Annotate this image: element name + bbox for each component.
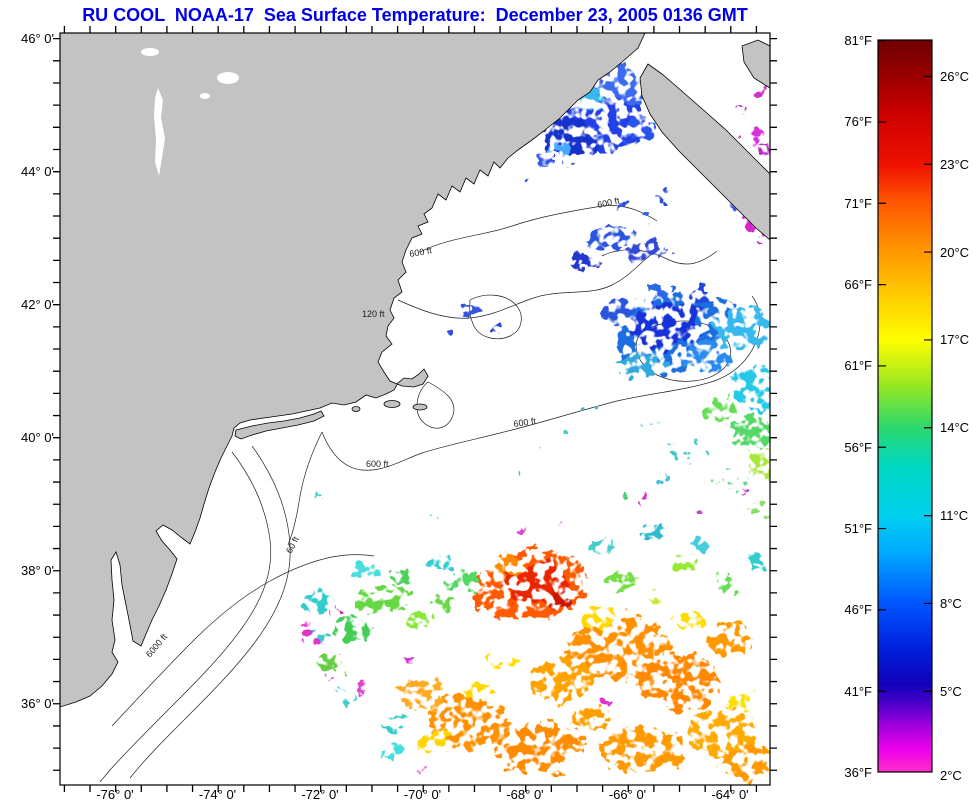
land-island-topright	[741, 39, 770, 89]
sst-south-swath-field	[296, 489, 770, 780]
colorbar-c-label: 20°C	[940, 245, 969, 260]
small-islands	[351, 400, 428, 412]
lat-tick-label: 46° 0'	[21, 31, 54, 46]
land-mainland	[60, 33, 646, 708]
colorbar-c-label: 14°C	[940, 420, 969, 435]
colorbar-f-label: 71°F	[844, 196, 872, 211]
bathymetry-contours	[99, 205, 761, 783]
contour-label: 120 ft	[362, 309, 385, 319]
lon-tick-label: -68° 0'	[506, 787, 543, 801]
lat-tick-label: 38° 0'	[21, 563, 54, 578]
map-frame	[53, 26, 777, 792]
colorbar-f-label: 66°F	[844, 277, 872, 292]
colorbar-c-label: 23°C	[940, 157, 969, 172]
latitude-axis: 46° 0' 44° 0' 42° 0' 40° 0' 38° 0' 36° 0…	[21, 31, 54, 711]
sst-offshore-speckles	[426, 404, 770, 523]
colorbar-f-label: 81°F	[844, 33, 872, 48]
contour-label: 600 ft	[513, 416, 537, 429]
sst-georges-bank-field	[600, 282, 770, 475]
colorbar-c-label: 17°C	[940, 332, 969, 347]
lat-tick-label: 44° 0'	[21, 164, 54, 179]
lon-tick-label: -74° 0'	[199, 787, 236, 801]
colorbar-gradient	[877, 39, 933, 773]
contour-label: 600 ft	[409, 245, 433, 259]
lat-tick-label: 36° 0'	[21, 696, 54, 711]
lon-tick-label: -76° 0'	[96, 787, 133, 801]
colorbar-f-label: 51°F	[844, 521, 872, 536]
colorbar-f-label: 56°F	[844, 440, 872, 455]
sst-north-blue-field	[444, 53, 770, 335]
sst-shelf-speckles	[234, 464, 324, 501]
colorbar: 81°F 76°F 71°F 66°F 61°F 56°F 51°F 46°F …	[844, 33, 969, 783]
land-long-island	[234, 410, 325, 440]
lat-tick-label: 40° 0'	[21, 430, 54, 445]
colorbar-f-label: 46°F	[844, 602, 872, 617]
colorbar-f-label: 61°F	[844, 358, 872, 373]
colorbar-fahrenheit-labels: 81°F 76°F 71°F 66°F 61°F 56°F 51°F 46°F …	[844, 33, 872, 780]
colorbar-f-label: 36°F	[844, 765, 872, 780]
colorbar-celsius-labels: 26°C 23°C 20°C 17°C 14°C 11°C 8°C 5°C 2°…	[940, 69, 969, 783]
colorbar-c-label: 11°C	[940, 508, 968, 523]
colorbar-c-label: 2°C	[940, 768, 962, 783]
sst-cloud-gaps	[430, 580, 713, 770]
lon-tick-label: -70° 0'	[404, 787, 441, 801]
lon-tick-label: -66° 0'	[609, 787, 646, 801]
colorbar-f-label: 76°F	[844, 114, 872, 129]
colorbar-f-label: 41°F	[844, 684, 872, 699]
lon-tick-label: -64° 0'	[711, 787, 748, 801]
contour-label: 600 ft	[596, 195, 621, 210]
colorbar-c-label: 26°C	[940, 69, 969, 84]
land-masses	[60, 33, 770, 708]
colorbar-c-label: 8°C	[940, 596, 962, 611]
map-plot: 600 ft 600 ft 600 ft 600 ft 6000 ft 60 f…	[60, 33, 770, 785]
lon-tick-label: -72° 0'	[301, 787, 338, 801]
longitude-axis: -76° 0' -74° 0' -72° 0' -70° 0' -68° 0' …	[96, 787, 748, 801]
lakes	[141, 48, 239, 176]
figure-title: RU COOL NOAA-17 Sea Surface Temperature:…	[82, 5, 748, 25]
colorbar-c-label: 5°C	[940, 684, 962, 699]
lat-tick-label: 42° 0'	[21, 297, 54, 312]
land-nova-scotia	[639, 63, 770, 241]
contour-label: 600 ft	[366, 459, 389, 469]
